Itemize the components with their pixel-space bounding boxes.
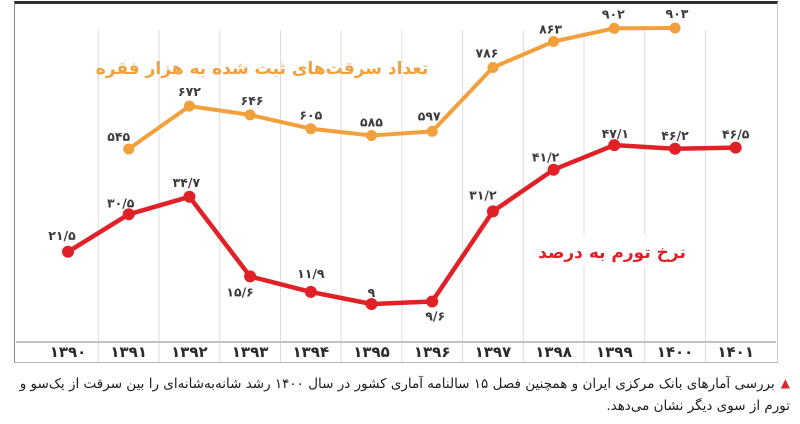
inflation-data-point — [426, 295, 439, 308]
thefts-data-point — [548, 36, 560, 47]
inflation-value-label: ۲۱/۵ — [48, 228, 76, 243]
x-axis-tick-label: ۱۴۰۱ — [717, 343, 754, 361]
thefts-data-point — [426, 125, 438, 137]
thefts-data-point — [305, 123, 317, 135]
thefts-value-label: ۶۷۲ — [178, 84, 201, 99]
caption: ▲بررسی آمارهای بانک مرکزی ایران و همچنین… — [8, 374, 790, 418]
thefts-value-label: ۵۴۵ — [107, 129, 130, 144]
thefts-data-point — [244, 109, 256, 121]
inflation-value-label: ۴۶/۲ — [661, 128, 689, 143]
x-axis-tick-label: ۱۳۹۹ — [596, 343, 633, 361]
inflation-line — [65, 142, 738, 307]
inflation-value-label: ۹ — [368, 285, 376, 300]
thefts-value-label: ۵۸۵ — [360, 115, 383, 130]
x-axis-tick-label: ۱۳۹۶ — [414, 343, 451, 361]
inflation-data-point — [547, 163, 560, 176]
thefts-data-point — [183, 100, 195, 112]
x-axis-tick-label: ۱۳۹۳ — [232, 343, 269, 361]
inflation-data-point — [304, 285, 317, 298]
thefts-value-label: ۶۰۵ — [299, 108, 322, 123]
thefts-value-label: ۷۸۶ — [475, 46, 498, 61]
thefts-data-point — [608, 22, 620, 34]
inflation-data-point — [244, 270, 257, 283]
thefts-value-label: ۹۰۳ — [666, 6, 689, 21]
inflation-value-label: ۱۵/۶ — [226, 284, 253, 299]
inflation-data-point — [486, 205, 499, 218]
inflation-data-point — [62, 245, 74, 258]
triangle-bullet-icon: ▲ — [780, 376, 790, 390]
thefts-value-label: ۹۰۲ — [602, 6, 625, 21]
inflation-value-label: ۳۴/۷ — [173, 175, 201, 190]
inflation-data-point — [669, 142, 681, 155]
thefts-data-point — [487, 62, 499, 73]
thefts-series-title: تعداد سرقت‌های ثبت شده به هزار فقره — [96, 59, 429, 79]
inflation-value-label: ۹/۶ — [425, 309, 445, 324]
x-axis-tick-label: ۱۴۰۰ — [657, 343, 694, 361]
thefts-value-label: ۸۶۳ — [539, 22, 562, 37]
x-axis-tick-label: ۱۳۹۷ — [475, 343, 512, 361]
x-axis-tick-label: ۱۳۹۰ — [50, 343, 87, 361]
x-axis-tick-label: ۱۳۹۲ — [171, 343, 208, 361]
inflation-value-label: ۴۶/۵ — [722, 127, 750, 142]
x-axis-tick-label: ۱۳۹۵ — [353, 343, 390, 361]
inflation-value-label: ۴۷/۱ — [602, 126, 629, 141]
inflation-value-label: ۴۱/۲ — [532, 150, 560, 165]
inflation-data-point — [729, 141, 742, 154]
inflation-value-label: ۱۱/۹ — [297, 266, 325, 281]
thefts-value-label: ۵۹۷ — [418, 108, 441, 123]
inflation-data-point — [183, 190, 196, 203]
x-axis-tick-label: ۱۳۹۸ — [535, 343, 572, 361]
thefts-data-point — [123, 143, 135, 155]
x-axis-tick-label: ۱۳۹۴ — [292, 343, 329, 361]
inflation-value-label: ۳۱/۲ — [469, 187, 497, 202]
inflation-title-backdrop — [524, 234, 700, 266]
thefts-line — [126, 26, 677, 151]
inflation-data-point — [365, 298, 378, 310]
caption-text: بررسی آمارهای بانک مرکزی ایران و همچنین … — [19, 376, 790, 414]
inflation-value-label: ۳۰/۵ — [107, 195, 135, 210]
thefts-data-point — [669, 22, 681, 34]
thefts-data-point — [366, 130, 377, 141]
inflation-data-point — [122, 208, 135, 221]
thefts-value-label: ۶۴۶ — [241, 93, 264, 108]
x-axis-tick-label: ۱۳۹۱ — [110, 343, 147, 361]
inflation-series-title: نرخ تورم به درصد — [538, 243, 686, 263]
inflation-data-point — [608, 139, 621, 152]
